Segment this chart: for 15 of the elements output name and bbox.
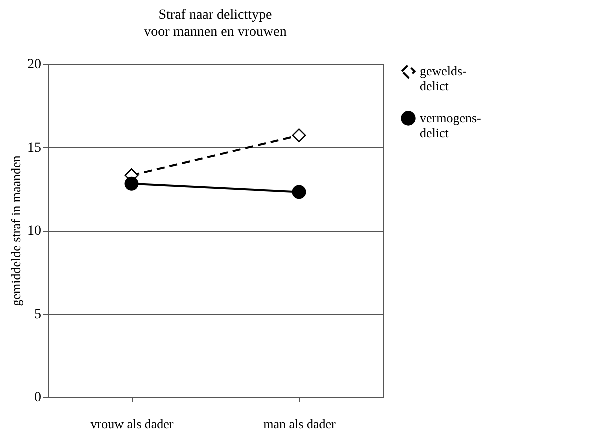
point [124,176,139,191]
y-tick-label: 10 [28,224,42,239]
legend-label: vermogens-delict [420,110,482,140]
y-tick-label: 15 [28,140,42,156]
y-tick-label: 0 [34,390,42,406]
point [292,185,306,200]
y-tick-label: 5 [34,307,42,322]
y-axis-title: gemiddelde straf in maanden [8,155,24,306]
legend-label: gewelds-delict [420,64,467,94]
chart-title: Straf naar delicttype [158,8,272,23]
chart-subtitle: voor mannen en vrouwen [144,25,287,40]
y-tick-label: 20 [28,58,42,72]
x-tick-label: vrouw als dader [90,416,174,432]
x-tick-label: man als dader [264,416,337,432]
point [292,128,306,143]
